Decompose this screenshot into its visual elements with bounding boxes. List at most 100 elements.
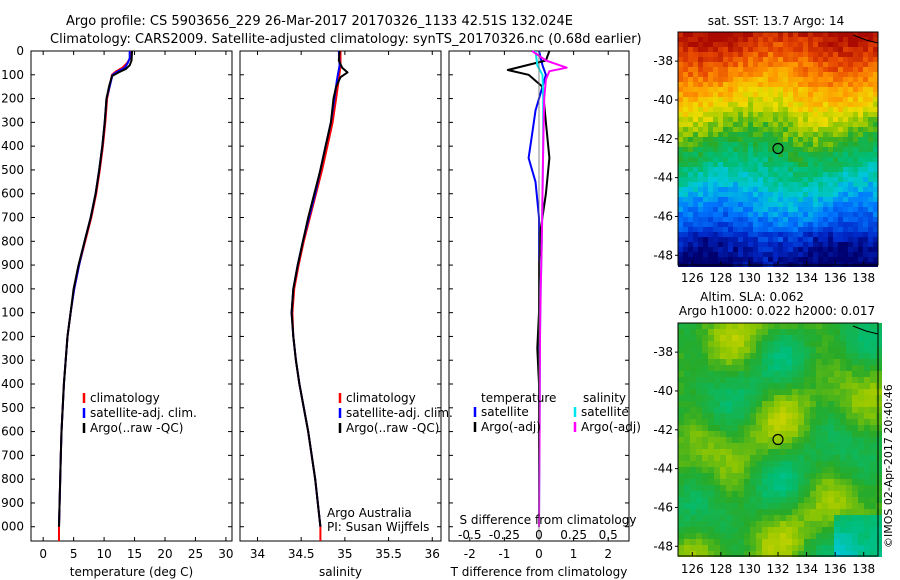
map-cell xyxy=(843,157,848,162)
map-cell xyxy=(808,152,813,157)
map-cell xyxy=(708,419,714,425)
map-cell xyxy=(768,479,774,485)
map-cell xyxy=(678,202,683,207)
map-cell xyxy=(828,341,834,347)
map-cell xyxy=(702,503,708,509)
map-cell xyxy=(813,122,818,127)
map-cell xyxy=(846,335,852,341)
map-cell xyxy=(714,413,720,419)
map-cell xyxy=(783,92,788,97)
map-cell xyxy=(846,551,852,557)
y-tick-label: 2000 xyxy=(0,520,24,534)
map-cell xyxy=(708,157,713,162)
map-cell xyxy=(810,515,816,521)
map-cell xyxy=(738,222,743,227)
map-cell xyxy=(786,449,792,455)
map-cell xyxy=(714,449,720,455)
map-cell xyxy=(723,212,728,217)
map-cell xyxy=(678,37,683,42)
map-cell xyxy=(748,72,753,77)
map-cell xyxy=(703,152,708,157)
map-cell xyxy=(733,207,738,212)
map-cell xyxy=(773,232,778,237)
map-cell xyxy=(863,122,868,127)
map-cell xyxy=(870,509,876,515)
map-cell xyxy=(828,207,833,212)
map-cell xyxy=(768,359,774,365)
map-cell xyxy=(833,112,838,117)
map-cell xyxy=(732,527,738,533)
map-cell xyxy=(738,82,743,87)
map-cell xyxy=(858,395,864,401)
map-cell xyxy=(828,359,834,365)
map-cell xyxy=(873,207,878,212)
map-cell xyxy=(732,497,738,503)
map-cell xyxy=(702,365,708,371)
map-cell xyxy=(813,77,818,82)
map-cell xyxy=(793,82,798,87)
map-cell xyxy=(783,222,788,227)
map-cell xyxy=(858,437,864,443)
map-cell xyxy=(838,77,843,82)
map-cell xyxy=(834,407,840,413)
map-cell xyxy=(713,112,718,117)
map-cell xyxy=(738,257,743,262)
map-cell xyxy=(823,112,828,117)
map-cell xyxy=(846,377,852,383)
map-cell xyxy=(758,72,763,77)
map-cell xyxy=(823,37,828,42)
map-cell xyxy=(763,197,768,202)
map-cell xyxy=(848,97,853,102)
map-cell xyxy=(864,455,870,461)
map-cell xyxy=(738,329,744,335)
map-cell xyxy=(858,497,864,503)
map-cell xyxy=(726,533,732,539)
map-cell xyxy=(773,192,778,197)
map-cell xyxy=(743,192,748,197)
map-cell xyxy=(726,449,732,455)
map-cell xyxy=(693,182,698,187)
map-cell xyxy=(818,207,823,212)
map-cell xyxy=(798,257,803,262)
map-cell xyxy=(793,197,798,202)
map-cell xyxy=(858,222,863,227)
map-cell xyxy=(703,117,708,122)
map-cell xyxy=(788,162,793,167)
map-cell xyxy=(833,247,838,252)
map-cell xyxy=(743,42,748,47)
map-cell xyxy=(840,467,846,473)
map-cell xyxy=(714,353,720,359)
map-cell xyxy=(693,57,698,62)
map-cell xyxy=(750,515,756,521)
map-cell xyxy=(748,222,753,227)
map-cell xyxy=(813,32,818,37)
map-cell xyxy=(858,407,864,413)
map-cell xyxy=(848,152,853,157)
map-cell xyxy=(683,167,688,172)
map-cell xyxy=(743,222,748,227)
map-cell xyxy=(818,237,823,242)
map-cell xyxy=(713,87,718,92)
map-cell xyxy=(703,172,708,177)
map-cell xyxy=(723,62,728,67)
map-cell xyxy=(818,182,823,187)
map-cell xyxy=(696,353,702,359)
map-cell xyxy=(786,485,792,491)
map-cell xyxy=(843,122,848,127)
map-cell xyxy=(688,142,693,147)
map-cell xyxy=(768,467,774,473)
map-cell xyxy=(793,132,798,137)
map-cell xyxy=(763,242,768,247)
map-cell xyxy=(788,182,793,187)
map-cell xyxy=(690,515,696,521)
map-cell xyxy=(778,87,783,92)
map-cell xyxy=(778,232,783,237)
map-cell xyxy=(823,157,828,162)
map-cell xyxy=(858,212,863,217)
map-cell xyxy=(803,72,808,77)
map-cell xyxy=(816,365,822,371)
map-cell xyxy=(690,353,696,359)
map-cell xyxy=(848,42,853,47)
map-cell xyxy=(873,232,878,237)
map-cell xyxy=(743,82,748,87)
